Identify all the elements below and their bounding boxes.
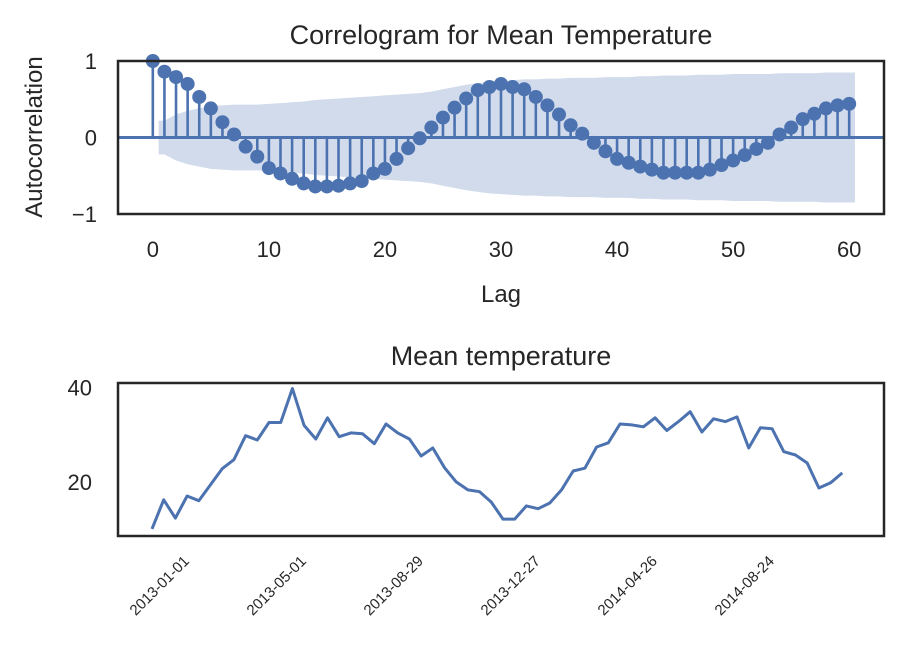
- acf-point: [227, 127, 242, 142]
- acf-point: [354, 174, 369, 189]
- acf-point: [482, 80, 497, 95]
- acf-title: Correlogram for Mean Temperature: [290, 20, 713, 50]
- acf-axes-frame: [116, 59, 886, 216]
- acf-point: [598, 144, 613, 159]
- acf-point: [215, 115, 230, 130]
- acf-point: [575, 126, 590, 141]
- acf-point: [296, 176, 311, 191]
- temperature-x-ticks: 2013-01-01 2013-05-01 2013-08-29 2013-12-27…: [127, 553, 778, 619]
- temperature-x-tick-label: 2014-08-24: [712, 553, 778, 619]
- acf-point: [563, 118, 578, 133]
- acf-point: [784, 120, 799, 135]
- acf-point: [435, 110, 450, 125]
- acf-point: [586, 135, 601, 150]
- acf-point: [319, 179, 334, 194]
- temperature-title: Mean temperature: [391, 341, 612, 371]
- acf-point: [656, 165, 671, 180]
- temperature-x-tick-label: 2013-05-01: [244, 553, 310, 619]
- acf-point: [679, 165, 694, 180]
- acf-point: [633, 159, 648, 174]
- acf-point: [494, 76, 508, 91]
- acf-point: [377, 161, 392, 176]
- acf-point: [760, 135, 775, 150]
- acf-x-tick-label: 30: [489, 237, 513, 262]
- acf-x-tick-label: 10: [257, 237, 281, 262]
- acf-point: [169, 70, 184, 85]
- acf-point: [157, 64, 172, 79]
- acf-x-tick-label: 60: [837, 237, 861, 262]
- acf-point: [424, 120, 439, 135]
- acf-point: [726, 153, 741, 168]
- acf-x-tick-label: 0: [147, 237, 159, 262]
- acf-point: [644, 162, 659, 177]
- acf-point: [749, 141, 764, 156]
- acf-point: [795, 112, 810, 127]
- acf-y-tick-label: 0: [85, 126, 97, 151]
- temperature-line-layer: [150, 387, 844, 530]
- acf-y-tick-label: 1: [85, 49, 97, 74]
- acf-point: [517, 82, 532, 97]
- acf-point: [180, 76, 195, 91]
- acf-point: [273, 166, 288, 181]
- acf-point: [702, 162, 717, 177]
- acf-point: [691, 165, 706, 180]
- acf-point: [818, 101, 833, 116]
- acf-x-tick-label: 20: [373, 237, 397, 262]
- acf-point: [285, 171, 300, 186]
- acf-point: [261, 161, 276, 176]
- acf-point: [412, 131, 427, 146]
- temperature-series-line: [150, 387, 844, 530]
- temperature-y-tick-label: 20: [68, 470, 92, 495]
- acf-point: [389, 151, 404, 166]
- acf-point: [343, 176, 358, 191]
- acf-point: [714, 158, 729, 173]
- marker-layer: [145, 54, 857, 194]
- temperature-x-tick-label: 2013-01-01: [127, 553, 193, 619]
- acf-point: [447, 100, 462, 115]
- acf-point: [203, 101, 218, 116]
- acf-point: [552, 107, 567, 122]
- acf-point: [830, 98, 845, 113]
- acf-point: [807, 106, 822, 121]
- acf-point: [668, 165, 683, 180]
- acf-x-tick-label: 40: [605, 237, 629, 262]
- acf-point: [366, 166, 381, 181]
- temperature-axes-frame: [116, 381, 886, 538]
- acf-point: [610, 151, 625, 166]
- acf-x-ticks: 0 10 20 30 40 50 60: [147, 237, 862, 262]
- acf-x-axis-label: Lag: [481, 281, 521, 308]
- acf-point: [459, 91, 474, 106]
- acf-point: [331, 178, 346, 193]
- temperature-x-tick-label: 2013-08-29: [361, 553, 427, 619]
- temperature-x-tick-label: 2013-12-27: [478, 553, 544, 619]
- acf-point: [528, 89, 543, 104]
- acf-point: [308, 179, 323, 194]
- acf-point: [737, 148, 752, 163]
- acf-point: [250, 149, 265, 164]
- acf-point: [401, 141, 416, 156]
- acf-point: [842, 96, 857, 111]
- acf-point: [540, 98, 555, 113]
- acf-x-tick-label: 50: [721, 237, 745, 262]
- temperature-y-tick-label: 40: [68, 376, 92, 401]
- acf-point: [192, 89, 207, 104]
- acf-point: [505, 80, 520, 95]
- temperature-plot: Mean temperature 2013-01-01 2013-05-01 201…: [68, 341, 886, 619]
- acf-y-ticks: −1 0 1: [72, 49, 97, 227]
- acf-point: [621, 155, 636, 170]
- acf-point: [772, 127, 787, 142]
- acf-point: [238, 139, 253, 154]
- temperature-x-tick-label: 2014-04-26: [595, 553, 661, 619]
- acf-y-axis-label: Autocorrelation: [21, 56, 48, 217]
- acf-point: [470, 83, 485, 98]
- acf-y-tick-label: −1: [72, 202, 97, 227]
- acf-plot: Correlogram for Mean Temperature Autocor…: [21, 20, 886, 308]
